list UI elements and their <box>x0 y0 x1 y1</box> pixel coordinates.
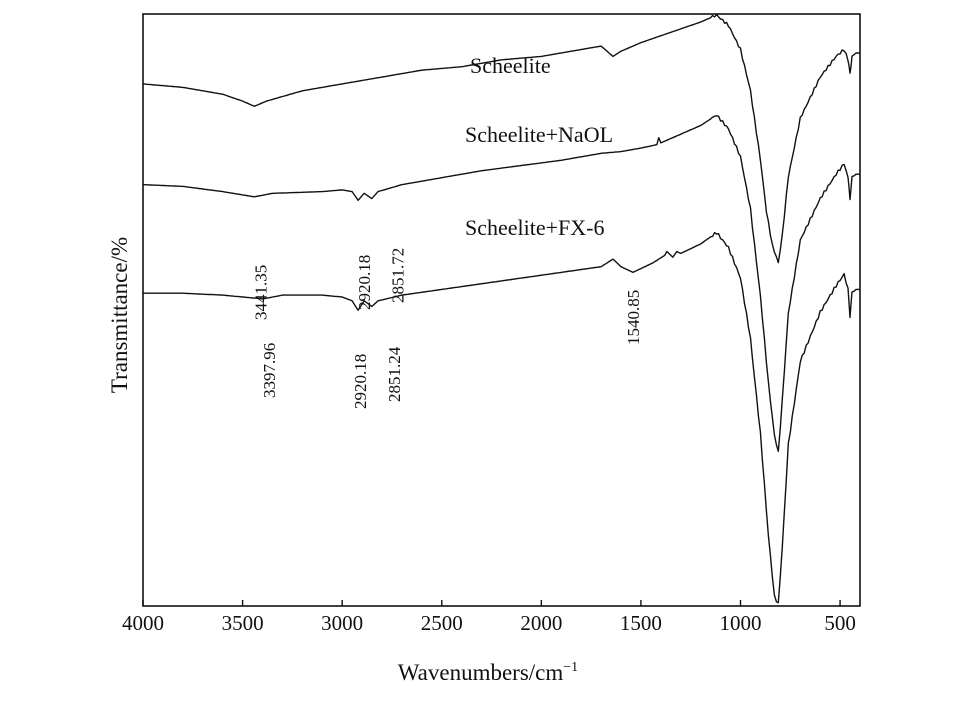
peak-label: 2851.72 <box>389 248 408 303</box>
plot-frame <box>142 13 861 607</box>
series-lines <box>142 13 860 604</box>
x-tick-label: 3500 <box>222 611 264 635</box>
x-tick-label: 3000 <box>321 611 363 635</box>
peak-label: 2920.18 <box>355 255 374 310</box>
peak-label: 2851.24 <box>385 346 404 402</box>
series-line-2 <box>142 115 860 452</box>
x-axis-title: Wavenumbers/cm−1 <box>398 660 578 685</box>
series-label-3: Scheelite+FX-6 <box>465 215 605 240</box>
series-label-2: Scheelite+NaOL <box>465 122 613 147</box>
peak-label: 3397.96 <box>260 343 279 398</box>
x-tick-label: 2500 <box>421 611 463 635</box>
y-axis-title: Transmittance/% <box>107 237 132 393</box>
x-tick-label: 2000 <box>520 611 562 635</box>
series-line-1 <box>142 13 860 264</box>
series-line-3 <box>143 231 860 604</box>
series-labels: Scheelite Scheelite+NaOL Scheelite+FX-6 <box>465 53 613 240</box>
x-axis-tick-labels: 4000 3500 3000 2500 2000 1500 1000 500 <box>122 611 856 635</box>
x-axis-ticks <box>142 600 841 606</box>
x-tick-label: 4000 <box>122 611 164 635</box>
x-tick-label: 1500 <box>620 611 662 635</box>
x-tick-label: 500 <box>824 611 856 635</box>
peak-label: 1540.85 <box>624 290 643 345</box>
series-label-1: Scheelite <box>470 53 551 78</box>
peak-label: 2920.18 <box>351 354 370 409</box>
peak-annotations: 3441.35 2920.18 2851.72 1540.85 3397.96 2920.… <box>251 248 643 409</box>
x-tick-label: 1000 <box>720 611 762 635</box>
peak-label: 3441.35 <box>251 265 270 320</box>
